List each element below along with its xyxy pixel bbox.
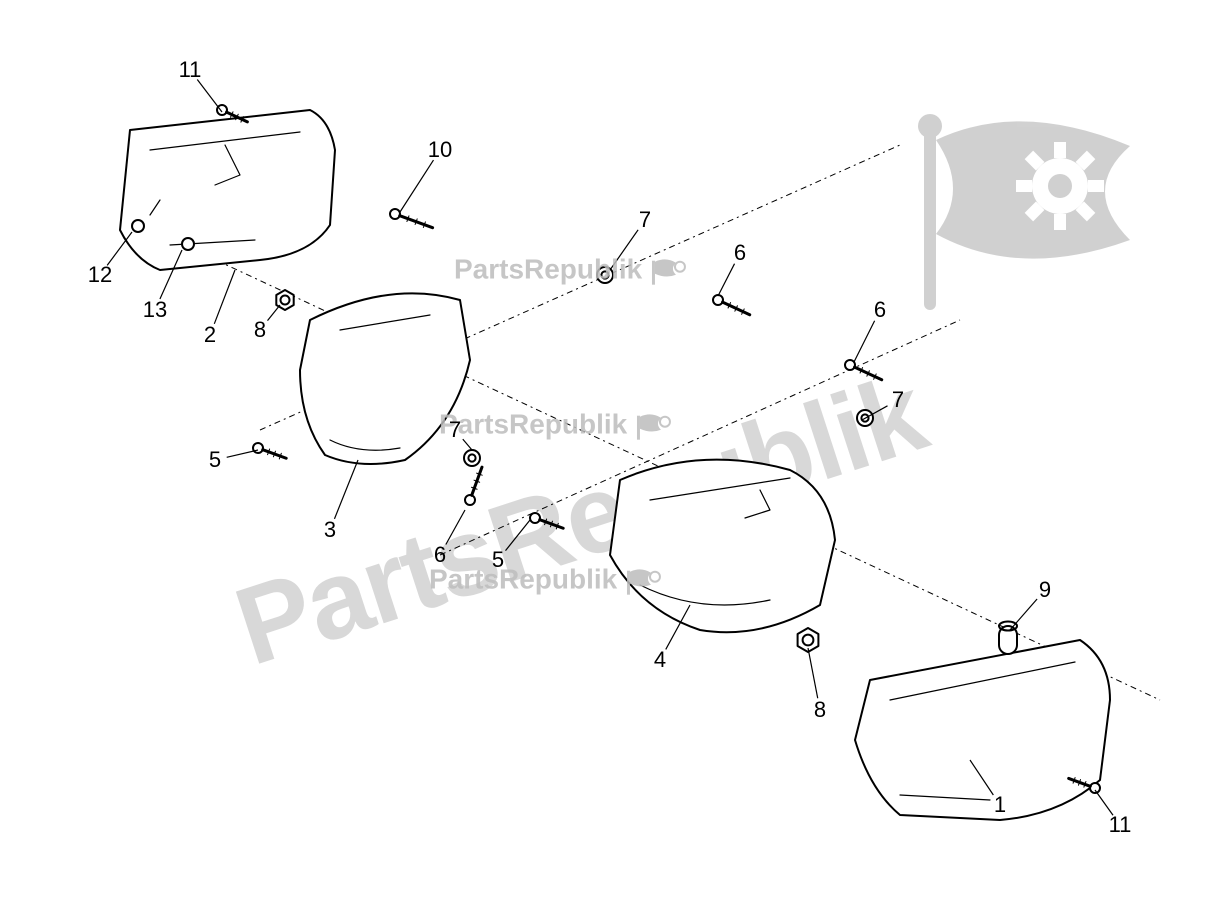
callout-label-3: 3	[324, 517, 336, 543]
part-panel-top-left	[120, 110, 335, 270]
watermark-text-2: PartsRepublik	[439, 409, 627, 440]
callout-label-7: 7	[892, 387, 904, 413]
flag-gear-icon	[635, 411, 671, 441]
part-screw-5a	[253, 443, 286, 459]
part-screw-6a	[713, 295, 750, 315]
leader-line	[334, 460, 358, 519]
leader-line	[463, 439, 472, 450]
part-panel-bottom-right	[855, 640, 1110, 820]
callout-label-5: 5	[209, 447, 221, 473]
leader-line	[610, 230, 638, 270]
callout-label-6: 6	[874, 297, 886, 323]
leader-line	[862, 406, 888, 420]
construction-axis	[440, 320, 960, 555]
watermark-small-2: PartsRepublik	[439, 409, 671, 442]
leader-line	[160, 250, 182, 299]
leader-line	[214, 270, 235, 324]
callout-label-8: 8	[254, 317, 266, 343]
callout-label-7: 7	[449, 417, 461, 443]
leader-line	[666, 605, 690, 649]
part-washer-7c	[464, 450, 480, 466]
callout-label-9: 9	[1039, 577, 1051, 603]
construction-axis	[130, 220, 1160, 700]
part-clip-13	[182, 238, 194, 250]
leader-line	[400, 160, 433, 212]
part-nut-8a	[276, 290, 293, 310]
watermark-flag-corner	[918, 114, 1130, 310]
callout-label-6: 6	[434, 542, 446, 568]
part-clip-12	[132, 220, 144, 232]
construction-axis	[260, 145, 900, 430]
callout-label-5: 5	[492, 547, 504, 573]
flag-gear-icon	[625, 566, 661, 596]
callout-label-11: 11	[179, 57, 202, 83]
leader-line	[854, 321, 875, 362]
leader-line	[1010, 599, 1037, 630]
flag-gear-icon	[650, 256, 686, 286]
part-cover-left	[300, 293, 470, 464]
watermark-text-3: PartsRepublik	[429, 564, 617, 595]
diagram-svg	[0, 0, 1208, 906]
leader-line	[505, 520, 530, 551]
part-screw-6b	[845, 360, 882, 380]
watermark-small-1: PartsRepublik	[454, 254, 686, 287]
leader-line	[107, 232, 132, 265]
part-screw-5b	[530, 513, 563, 529]
callout-label-2: 2	[204, 322, 216, 348]
part-spacer-9	[999, 622, 1017, 655]
part-cover-right	[610, 460, 835, 633]
callout-label-4: 4	[654, 647, 666, 673]
callout-label-12: 12	[88, 262, 112, 288]
callout-label-11: 11	[1109, 812, 1132, 838]
leader-line	[227, 450, 258, 457]
leader-line	[267, 305, 280, 321]
callout-label-7: 7	[639, 207, 651, 233]
part-washer-7b	[857, 410, 873, 426]
part-bolt-11b	[1069, 778, 1100, 793]
part-washer-7a	[597, 267, 613, 283]
watermark-small-3: PartsRepublik	[429, 564, 661, 597]
callout-label-8: 8	[814, 697, 826, 723]
callout-label-6: 6	[734, 240, 746, 266]
callout-label-13: 13	[143, 297, 167, 323]
leader-line	[808, 648, 818, 698]
part-bolt-10	[390, 209, 433, 228]
leader-line	[446, 510, 465, 545]
leader-line	[197, 80, 222, 112]
callout-label-1: 1	[994, 792, 1006, 818]
callout-label-10: 10	[428, 137, 452, 163]
diagram-canvas: PartsRepublik PartsRepublik PartsRepubli…	[0, 0, 1208, 906]
watermark-text-1: PartsRepublik	[454, 254, 642, 285]
part-nut-8b	[798, 628, 819, 652]
leader-line	[718, 264, 735, 296]
part-bolt-11a	[217, 105, 247, 122]
leader-line	[970, 760, 993, 795]
part-screw-6c	[465, 467, 482, 505]
